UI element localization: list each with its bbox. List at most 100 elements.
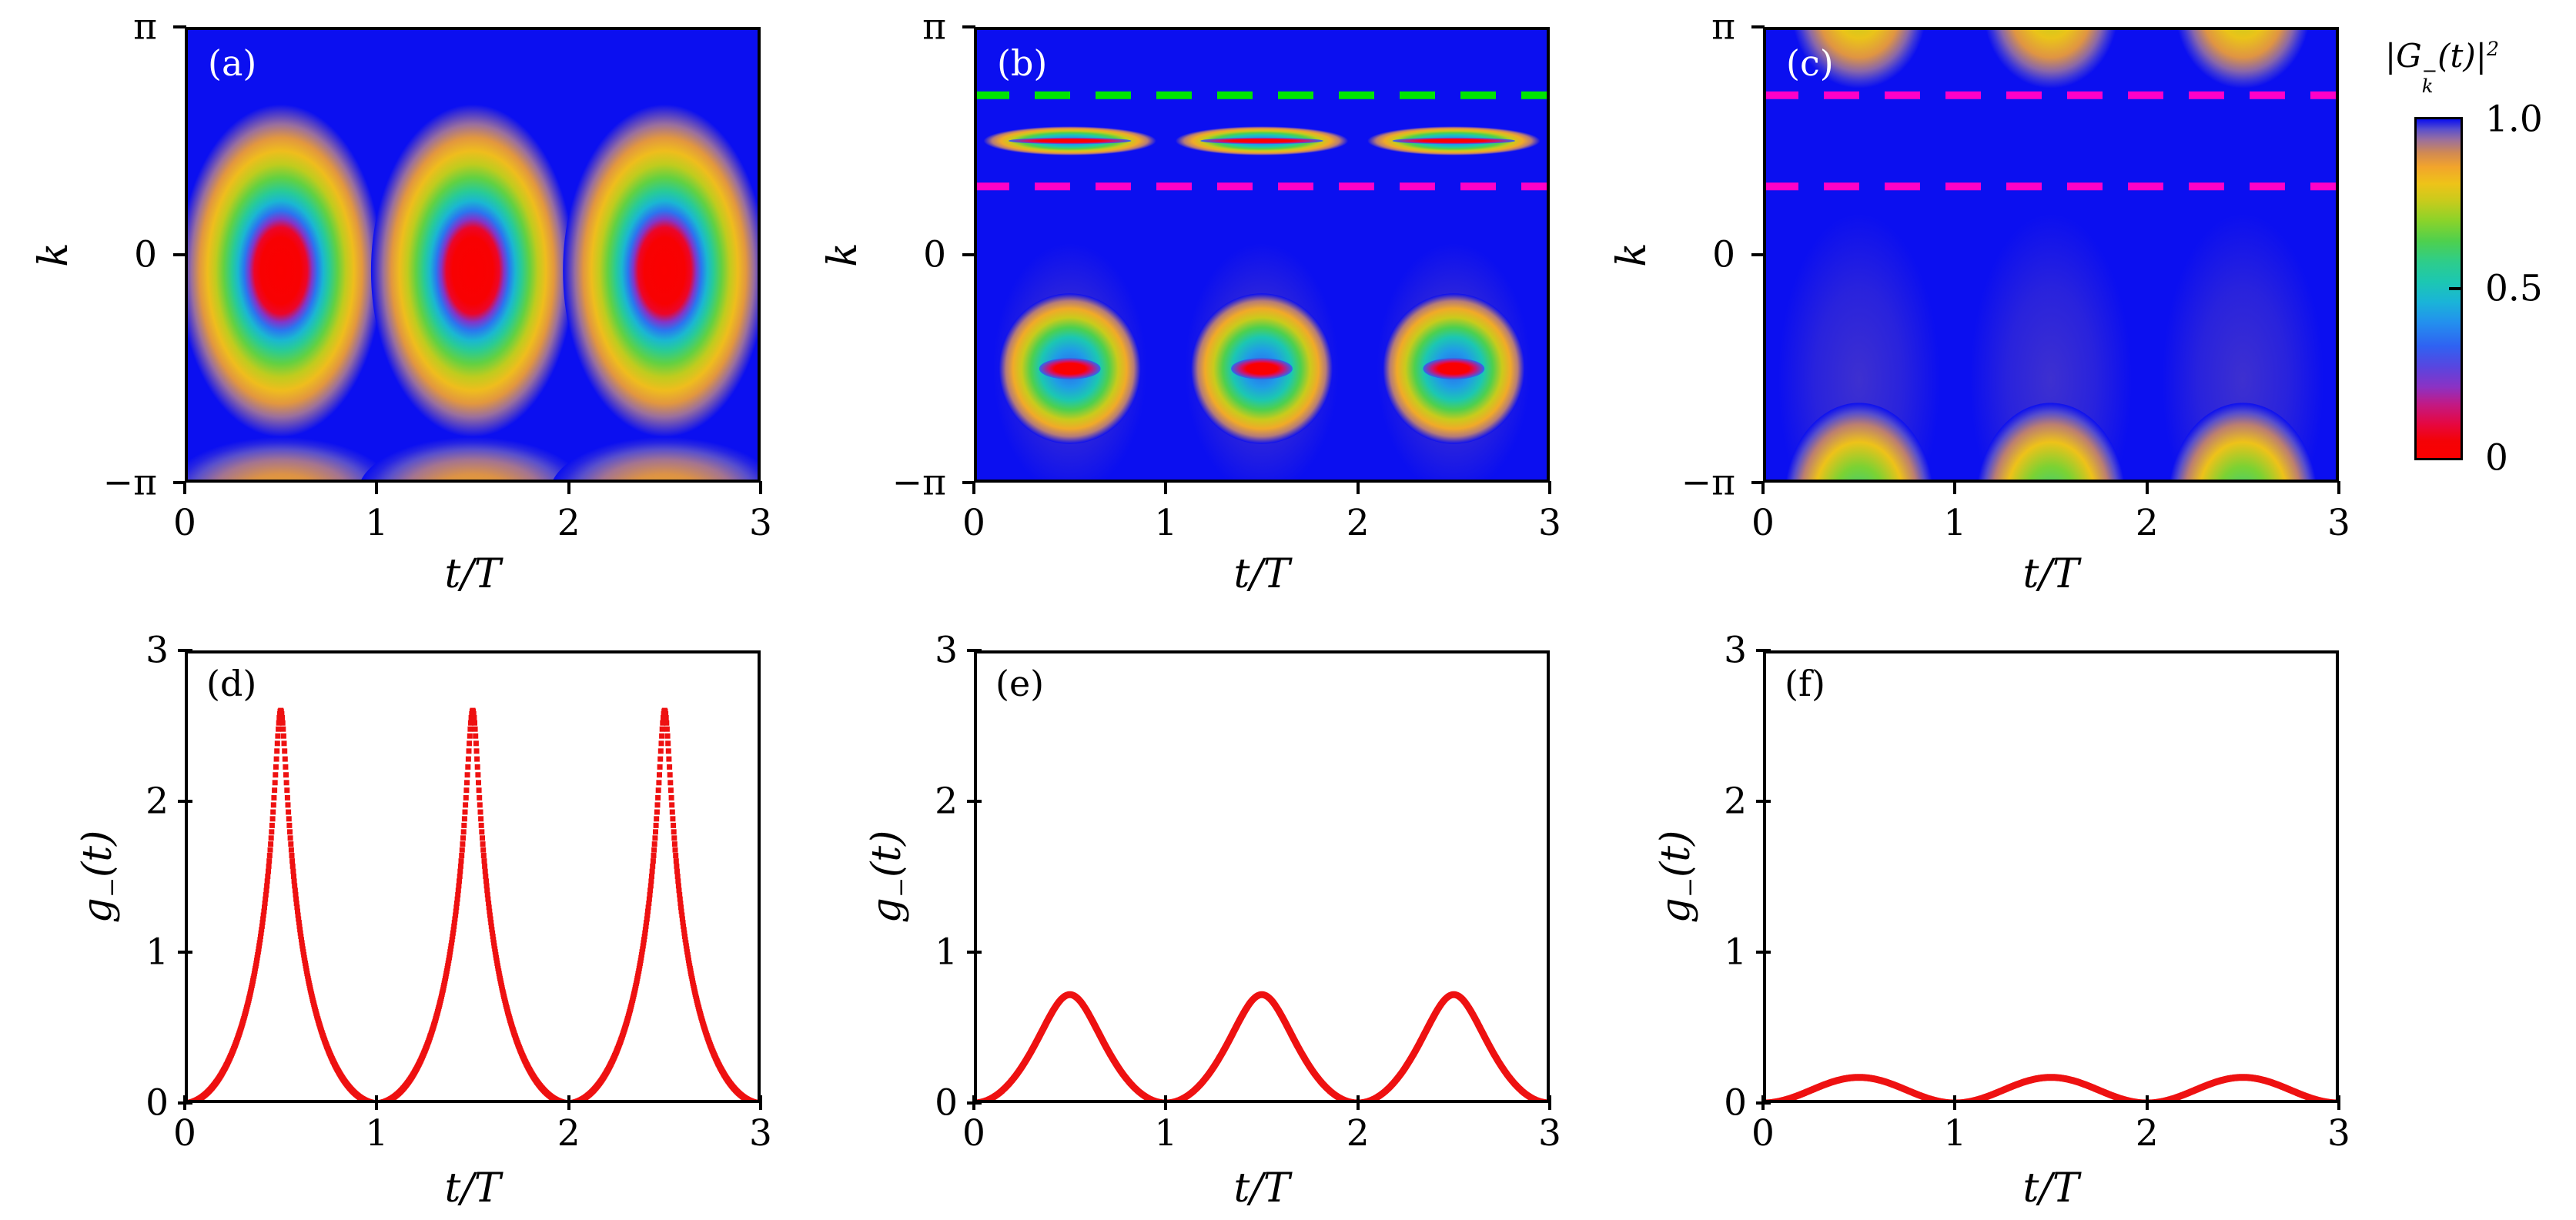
- colorbar-tick-label: 0: [2485, 436, 2508, 480]
- heatmap-blob: [2176, 27, 2309, 89]
- heatmap-haze: [1778, 213, 1940, 483]
- colorbar-title-sub: k: [2421, 74, 2434, 97]
- x-tick-label: 2: [2135, 502, 2159, 544]
- panel-label-a: (a): [208, 42, 257, 84]
- y-tick-label: 1: [1724, 931, 1747, 974]
- heatmap-image-b: [974, 27, 1550, 483]
- colorbar-title: |G − k (t)|2: [2385, 37, 2499, 97]
- y-tick-label: π: [922, 5, 946, 48]
- x-tick: [375, 481, 379, 494]
- heatmap-blob-core: [1200, 137, 1323, 145]
- x-tick-label: 1: [1943, 1112, 1967, 1155]
- x-tick-label: 2: [1346, 502, 1370, 544]
- x-tick: [567, 1095, 570, 1110]
- y-tick-label: 0: [146, 1081, 169, 1125]
- y-tick: [967, 649, 982, 652]
- x-axis-title: t/T: [444, 1165, 501, 1212]
- y-tick-label: 0: [1712, 233, 1735, 276]
- x-tick: [2337, 481, 2340, 494]
- colorbar-title-close: (t)|: [2437, 37, 2487, 75]
- y-tick: [173, 25, 186, 28]
- y-tick: [1756, 649, 1771, 652]
- x-tick: [972, 481, 975, 494]
- y-tick-label: 1: [935, 931, 958, 974]
- colorbar-title-sup: −: [2421, 59, 2438, 82]
- y-tick-label: 3: [935, 629, 958, 672]
- y-tick: [173, 481, 186, 484]
- heatmap-haze: [1970, 213, 2132, 483]
- y-tick: [178, 1101, 192, 1105]
- heatmap-blob: [185, 104, 383, 437]
- heatmap-panel-b: (b): [974, 27, 1550, 483]
- y-tick-label: 0: [1724, 1081, 1747, 1125]
- x-tick: [2145, 1095, 2149, 1110]
- y-tick-label: −π: [1681, 461, 1735, 504]
- line-panel-d: (d): [185, 650, 761, 1103]
- x-tick-label: 0: [1751, 502, 1775, 544]
- colorbar-title-power: 2: [2486, 38, 2499, 60]
- heatmap-image-a: [185, 27, 761, 483]
- x-tick: [2145, 481, 2149, 494]
- x-tick: [1761, 481, 1765, 494]
- heatmap-blob-core: [1039, 358, 1101, 379]
- x-tick-label: 1: [365, 502, 389, 544]
- plot-background: [1763, 650, 2339, 1103]
- x-tick: [183, 481, 186, 494]
- x-axis-title: t/T: [2022, 1165, 2079, 1212]
- heatmap-panel-c: (c): [1763, 27, 2339, 483]
- y-tick: [1751, 253, 1765, 256]
- y-tick: [173, 253, 186, 256]
- x-tick-label: 3: [749, 502, 772, 544]
- x-tick-label: 3: [2327, 1112, 2350, 1155]
- heatmap-blob: [360, 436, 586, 483]
- y-tick: [178, 800, 192, 803]
- x-axis-title: t/T: [2022, 551, 2079, 597]
- plot-image-f: [1763, 650, 2339, 1103]
- plot-image-e: [974, 650, 1550, 1103]
- heatmap-blob-core: [1231, 358, 1293, 379]
- heatmap-blob: [1977, 403, 2125, 483]
- heatmap-blob: [563, 104, 761, 437]
- x-tick-label: 2: [1346, 1112, 1370, 1155]
- x-tick-label: 2: [557, 502, 580, 544]
- x-tick: [1953, 1095, 1957, 1110]
- y-tick: [967, 800, 982, 803]
- y-tick-label: −π: [892, 461, 946, 504]
- x-axis-title: t/T: [1233, 1165, 1290, 1212]
- y-axis-title: g−(t): [75, 830, 126, 924]
- heatmap-blob: [1793, 27, 1925, 89]
- y-tick-label: π: [133, 5, 157, 48]
- heatmap-blob: [1985, 27, 2117, 89]
- heatmap-blob: [2169, 403, 2317, 483]
- heatmap-blob-core: [1423, 358, 1485, 379]
- x-tick-label: 0: [962, 1112, 985, 1155]
- heatmap-panel-a: (a): [185, 27, 761, 483]
- plot-background: [185, 650, 761, 1103]
- y-tick: [1751, 25, 1765, 28]
- y-tick-label: 2: [935, 780, 958, 823]
- y-tick-label: 3: [1724, 629, 1747, 672]
- y-tick-label: −π: [102, 461, 157, 504]
- x-tick-label: 3: [1538, 1112, 1561, 1155]
- y-tick-label: 0: [134, 233, 157, 276]
- panel-label-d: (d): [206, 663, 257, 704]
- heatmap-blob: [370, 104, 575, 437]
- curve-path: [974, 991, 1550, 1103]
- x-tick: [567, 481, 570, 494]
- panel-label-b: (b): [997, 42, 1048, 84]
- y-tick-label: 0: [923, 233, 946, 276]
- y-tick: [178, 649, 192, 652]
- x-tick: [1548, 481, 1551, 494]
- x-tick-label: 0: [173, 502, 196, 544]
- heatmap-blob-core: [1392, 137, 1516, 145]
- y-tick: [1751, 481, 1765, 484]
- colorbar-tick: [2449, 287, 2461, 290]
- heatmap-blob-core: [1008, 137, 1132, 145]
- heatmap-blob: [1785, 403, 1933, 483]
- heatmap-haze: [2162, 213, 2323, 483]
- curve-path: [1763, 1074, 2339, 1103]
- y-axis-title: k: [820, 242, 866, 267]
- heatmap-blob: [185, 436, 394, 483]
- x-tick-label: 2: [557, 1112, 580, 1155]
